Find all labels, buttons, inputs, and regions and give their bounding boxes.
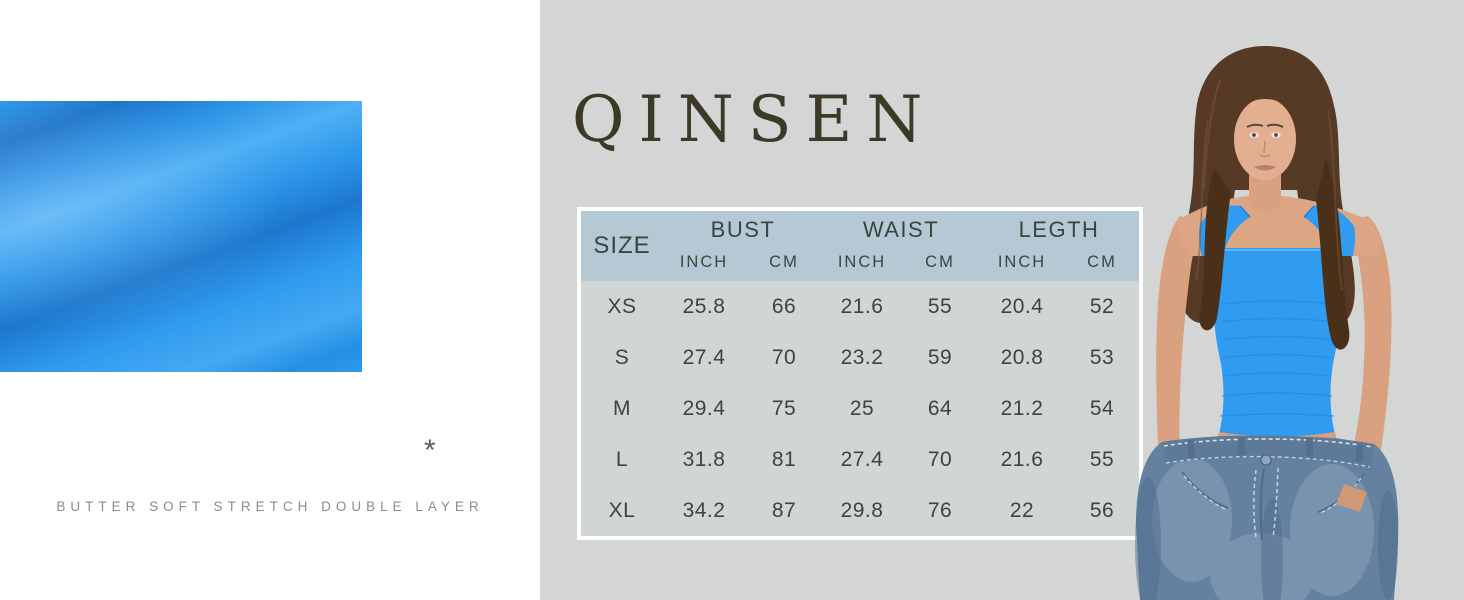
cell-size-m: M: [613, 396, 631, 420]
table-cell: 76: [927, 498, 953, 522]
header-legth: LEGTH: [979, 211, 1139, 249]
table-cell: 55: [1089, 447, 1115, 471]
table-cell: 70: [771, 345, 797, 369]
fabric-caption: BUTTER SOFT STRETCH DOUBLE LAYER: [56, 499, 484, 514]
model-photo-image: [1135, 46, 1399, 600]
header-legth-cm: CM: [1065, 249, 1139, 281]
size-chart-table: SIZE BUST WAIST LEGTH INCH CM INCH CM IN…: [577, 207, 1143, 540]
table-cell: 53: [1089, 345, 1115, 369]
cell-size-s: S: [614, 345, 630, 369]
header-bust-cm: CM: [745, 249, 823, 281]
table-cell: 54: [1089, 396, 1115, 420]
cell-size-xl: XL: [608, 498, 636, 522]
cell-size-xs: XS: [607, 294, 637, 318]
header-size: SIZE: [581, 211, 663, 281]
table-cell: 25: [849, 396, 875, 420]
table-cell: 70: [927, 447, 953, 471]
table-cell: 55: [927, 294, 953, 318]
table-cell: 56: [1089, 498, 1115, 522]
table-cell: 21.2: [1000, 396, 1044, 420]
header-bust: BUST: [663, 211, 823, 249]
header-waist-inch: INCH: [823, 249, 901, 281]
asterisk-mark: *: [424, 434, 436, 467]
table-cell: 59: [927, 345, 953, 369]
left-panel: * BUTTER SOFT STRETCH DOUBLE LAYER: [0, 0, 540, 600]
table-cell: 27.4: [682, 345, 726, 369]
table-cell: 22: [1009, 498, 1035, 522]
header-bust-inch: INCH: [663, 249, 745, 281]
table-cell: 23.2: [840, 345, 884, 369]
table-cell: 20.4: [1000, 294, 1044, 318]
blue-fabric-swatch-image: [0, 101, 362, 372]
brand-logo: QINSEN: [572, 83, 937, 157]
header-waist: WAIST: [823, 211, 979, 249]
header-legth-inch: INCH: [979, 249, 1065, 281]
table-cell: 29.8: [840, 498, 884, 522]
table-cell: 75: [771, 396, 797, 420]
header-waist-cm: CM: [901, 249, 979, 281]
table-cell: 20.8: [1000, 345, 1044, 369]
table-cell: 87: [771, 498, 797, 522]
table-cell: 21.6: [1000, 447, 1044, 471]
table-cell: 81: [771, 447, 797, 471]
table-cell: 66: [771, 294, 797, 318]
table-cell: 52: [1089, 294, 1115, 318]
table-cell: 64: [927, 396, 953, 420]
table-cell: 27.4: [840, 447, 884, 471]
table-cell: 21.6: [840, 294, 884, 318]
table-cell: 34.2: [682, 498, 726, 522]
table-cell: 29.4: [682, 396, 726, 420]
table-cell: 31.8: [682, 447, 726, 471]
cell-size-l: L: [615, 447, 629, 471]
table-cell: 25.8: [682, 294, 726, 318]
